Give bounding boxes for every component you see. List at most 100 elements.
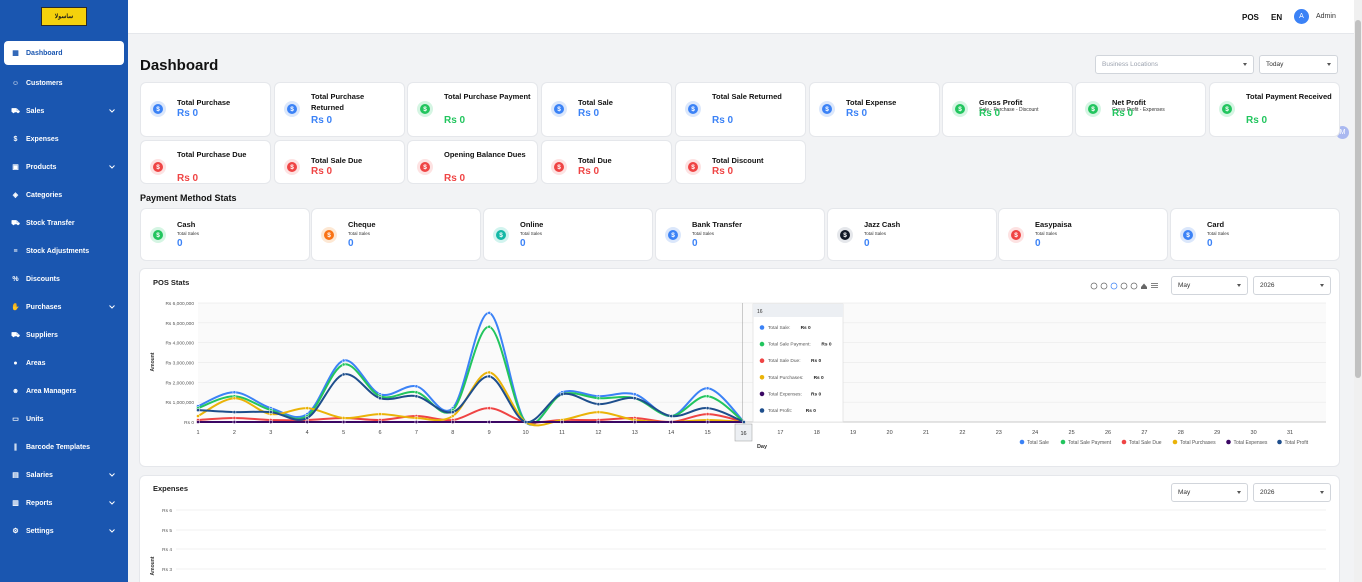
currency-icon: $: [1219, 101, 1235, 117]
stat-card: $ Gross Profit Sale - Purchase - Discount R…: [943, 83, 1072, 136]
pos-year-select[interactable]: 2026: [1253, 276, 1331, 295]
stat-label: Total Purchase: [177, 98, 231, 107]
sidebar-item-label: Settings: [26, 527, 54, 535]
business-location-placeholder: Business Locations: [1102, 61, 1159, 68]
stat-card: $ Opening Balance Dues Rs 0: [408, 141, 537, 184]
sidebar-item-units[interactable]: ▭ Units: [0, 405, 128, 433]
pos-year-value: 2026: [1260, 282, 1275, 289]
scrollbar-thumb[interactable]: [1355, 20, 1361, 378]
stat-label: Total Sale: [578, 98, 613, 107]
sidebar-item-purchases[interactable]: ✋ Purchases: [0, 293, 128, 321]
payment-caption: Total Sales: [348, 231, 371, 236]
currency-icon: $: [417, 159, 433, 175]
stat-card: $ Total Sale Rs 0: [542, 83, 671, 136]
user-avatar[interactable]: A: [1294, 9, 1309, 24]
payment-card-online: $ Online Total Sales 0: [484, 209, 652, 260]
payment-card-cheque: $ Cheque Total Sales 0: [312, 209, 480, 260]
payment-name: Easypaisa: [1035, 220, 1072, 229]
expenses-month-select[interactable]: May: [1171, 483, 1248, 502]
sidebar-item-label: Units: [26, 415, 44, 423]
currency-icon: $: [284, 159, 300, 175]
stat-value: Rs 0: [444, 115, 466, 126]
brand-logo-text: ساسولا: [54, 14, 74, 20]
sidebar-item-areas[interactable]: ● Areas: [0, 349, 128, 377]
sidebar-item-dashboard[interactable]: ▦ Dashboard: [4, 41, 124, 65]
stat-label: Gross Profit: [979, 98, 1023, 107]
chevron-down-icon: [109, 305, 115, 309]
user-name[interactable]: Admin: [1316, 13, 1336, 20]
supplier-truck-icon: ⛟: [11, 331, 20, 339]
brand-logo[interactable]: ساسولا: [41, 7, 87, 26]
sidebar-item-barcode-templates[interactable]: ∥ Barcode Templates: [0, 433, 128, 461]
sidebar-item-area-managers[interactable]: ☻ Area Managers: [0, 377, 128, 405]
sidebar-item-label: Customers: [26, 79, 63, 87]
stat-label: Total Purchase Payment: [444, 92, 531, 101]
language-switch[interactable]: EN: [1271, 13, 1283, 22]
payment-name: Jazz Cash: [864, 220, 901, 229]
stat-label: Total Payment Received: [1246, 92, 1332, 101]
payment-name: Cash: [177, 220, 196, 229]
sidebar-item-customers[interactable]: ☺ Customers: [0, 69, 128, 97]
sidebar-item-label: Reports: [26, 499, 53, 507]
dollar-icon: $: [13, 135, 18, 143]
stat-label: Total Expense: [846, 98, 897, 107]
chevron-down-icon: [109, 529, 115, 533]
business-location-select[interactable]: Business Locations: [1095, 55, 1254, 74]
payment-name: Online: [520, 220, 544, 229]
dashboard-icon: ▦: [12, 50, 19, 57]
sidebar-item-label: Expenses: [26, 135, 59, 143]
stat-value: Rs 0: [578, 108, 600, 119]
stat-label: Total Due: [578, 156, 612, 165]
sidebar-item-products[interactable]: ▣ Products: [0, 153, 128, 181]
sidebar-item-reports[interactable]: ▥ Reports: [0, 489, 128, 517]
currency-icon: $: [284, 101, 300, 117]
pos-link[interactable]: POS: [1242, 13, 1259, 22]
payment-caption: Total Sales: [864, 231, 887, 236]
shapes-icon: ◈: [12, 192, 19, 199]
sidebar-item-stock-adjustments[interactable]: ≡ Stock Adjustments: [0, 237, 128, 265]
stat-label: Net Profit: [1112, 98, 1146, 107]
sidebar-item-label: Stock Transfer: [26, 219, 75, 227]
period-select[interactable]: Today: [1259, 55, 1338, 74]
page-scrollbar[interactable]: [1354, 0, 1362, 582]
stat-card: $ Total Sale Due Rs 0: [275, 141, 404, 183]
payment-value: 0: [177, 238, 183, 249]
stat-value: Rs 0: [712, 166, 734, 177]
sidebar-item-label: Stock Adjustments: [26, 247, 90, 255]
currency-icon: $: [551, 101, 567, 117]
pos-month-select[interactable]: May: [1171, 276, 1248, 295]
sidebar-item-settings[interactable]: ⚙ Settings: [0, 517, 128, 545]
sidebar-item-suppliers[interactable]: ⛟ Suppliers: [0, 321, 128, 349]
sidebar-item-expenses[interactable]: $ Expenses: [0, 125, 128, 153]
sliders-icon: ≡: [13, 247, 18, 255]
sidebar-item-label: Purchases: [26, 303, 62, 311]
manager-icon: ☻: [11, 387, 20, 395]
sidebar-item-salaries[interactable]: ▤ Salaries: [0, 461, 128, 489]
expenses-panel: Expenses May 2026: [140, 476, 1339, 582]
sidebar-item-categories[interactable]: ◈ Categories: [0, 181, 128, 209]
stat-card: $ Total Sale Returned Rs 0: [676, 83, 805, 136]
pos-month-value: May: [1178, 282, 1191, 289]
stat-value: Rs 0: [177, 108, 199, 119]
stat-label: Total Discount: [712, 156, 764, 165]
sidebar-item-label: Area Managers: [26, 387, 77, 395]
expenses-year-select[interactable]: 2026: [1253, 483, 1331, 502]
currency-icon: $: [1180, 227, 1196, 243]
chevron-down-icon: [109, 109, 115, 113]
payment-name: Bank Transfer: [692, 220, 743, 229]
sidebar-item-label: Suppliers: [26, 331, 58, 339]
currency-icon: $: [150, 227, 166, 243]
sidebar-item-discounts[interactable]: % Discounts: [0, 265, 128, 293]
chevron-down-icon: [109, 501, 115, 505]
currency-icon: $: [321, 227, 337, 243]
stat-label: Total Sale Due: [311, 156, 363, 165]
sidebar-item-sales[interactable]: ⛟ Sales: [0, 97, 128, 125]
payment-name: Card: [1207, 220, 1225, 229]
chevron-down-icon: [1327, 63, 1331, 66]
users-icon: ☺: [11, 79, 20, 87]
floating-widget-button[interactable]: M: [1336, 126, 1349, 139]
sidebar-nav: ▦ Dashboard ☺ Customers ⛟ Sales $ Expenses ▣ Prod…: [0, 41, 128, 545]
sidebar-item-label: Discounts: [26, 275, 60, 283]
expenses-title: Expenses: [153, 484, 189, 493]
sidebar-item-stock-transfer[interactable]: ⛟ Stock Transfer: [0, 209, 128, 237]
